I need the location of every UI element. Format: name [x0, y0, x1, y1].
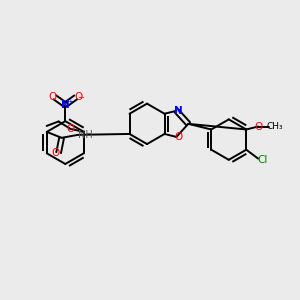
Text: CH₃: CH₃: [266, 122, 283, 131]
Text: O: O: [175, 132, 183, 142]
Text: Cl: Cl: [257, 155, 268, 165]
Text: O: O: [48, 92, 57, 102]
Text: N: N: [174, 106, 183, 116]
Text: O: O: [51, 148, 59, 158]
Text: −: −: [77, 93, 85, 102]
Text: N: N: [61, 100, 70, 110]
Text: O: O: [74, 92, 82, 102]
Text: O: O: [66, 124, 75, 134]
Text: O: O: [254, 122, 262, 131]
Text: NH: NH: [78, 130, 93, 140]
Text: +: +: [67, 99, 73, 105]
